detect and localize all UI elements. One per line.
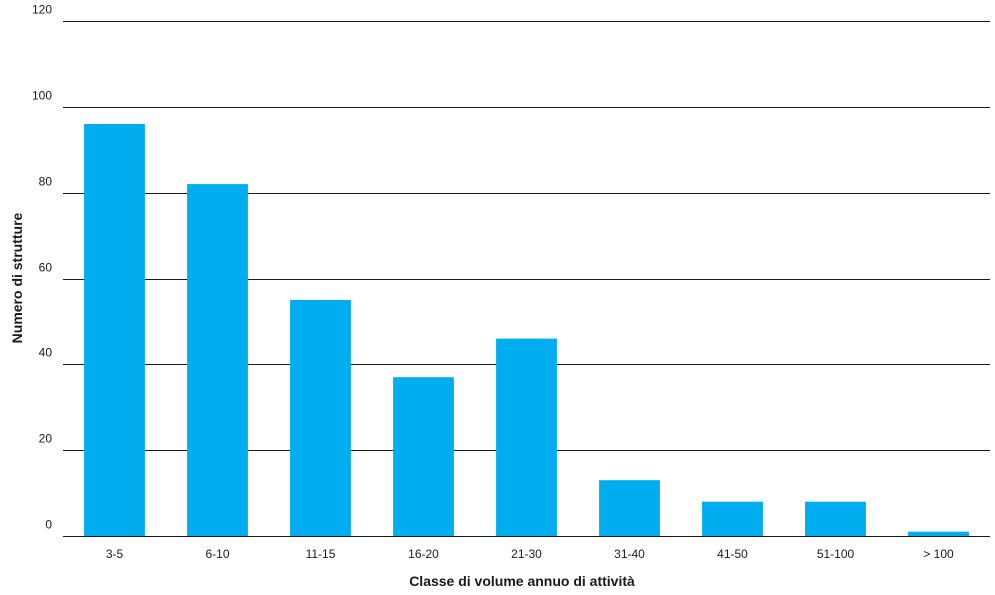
- y-axis-title: Numero di strutture: [9, 212, 25, 343]
- bar-31-40: [599, 480, 660, 536]
- x-tick-label: 16-20: [408, 547, 439, 561]
- y-tick-label: 0: [45, 518, 52, 532]
- bar-11-15: [290, 300, 351, 536]
- y-tick-label: 40: [39, 346, 53, 360]
- x-axis-title: Classe di volume annuo di attività: [409, 573, 635, 589]
- y-tick-label: 20: [39, 432, 53, 446]
- bar-51-100: [805, 501, 866, 536]
- x-tick-label: 31-40: [614, 547, 645, 561]
- x-tick-label: 51-100: [817, 547, 855, 561]
- x-tick-label: 11-15: [306, 547, 336, 561]
- bar-41-50: [702, 501, 763, 536]
- y-tick-labels: 0 20 40 60 80 100 120: [32, 3, 52, 532]
- x-tick-label: > 100: [923, 547, 954, 561]
- x-tick-label: 41-50: [717, 547, 748, 561]
- bar-6-10: [187, 184, 248, 536]
- y-tick-label: 80: [39, 175, 53, 189]
- x-tick-label: 6-10: [205, 547, 229, 561]
- bars: [84, 124, 969, 536]
- y-tick-label: 120: [32, 3, 52, 17]
- x-tick-label: 3-5: [106, 547, 124, 561]
- y-tick-label: 60: [39, 261, 53, 275]
- bar-3-5: [84, 124, 145, 536]
- bar-21-30: [496, 338, 557, 536]
- bar-100: [908, 531, 969, 536]
- y-tick-label: 100: [32, 89, 52, 103]
- x-tick-labels: 3-5 6-10 11-15 16-20 21-30 31-40 41-50 51-100 > …: [106, 547, 954, 561]
- bar-16-20: [393, 377, 454, 536]
- x-tick-label: 21-30: [511, 547, 542, 561]
